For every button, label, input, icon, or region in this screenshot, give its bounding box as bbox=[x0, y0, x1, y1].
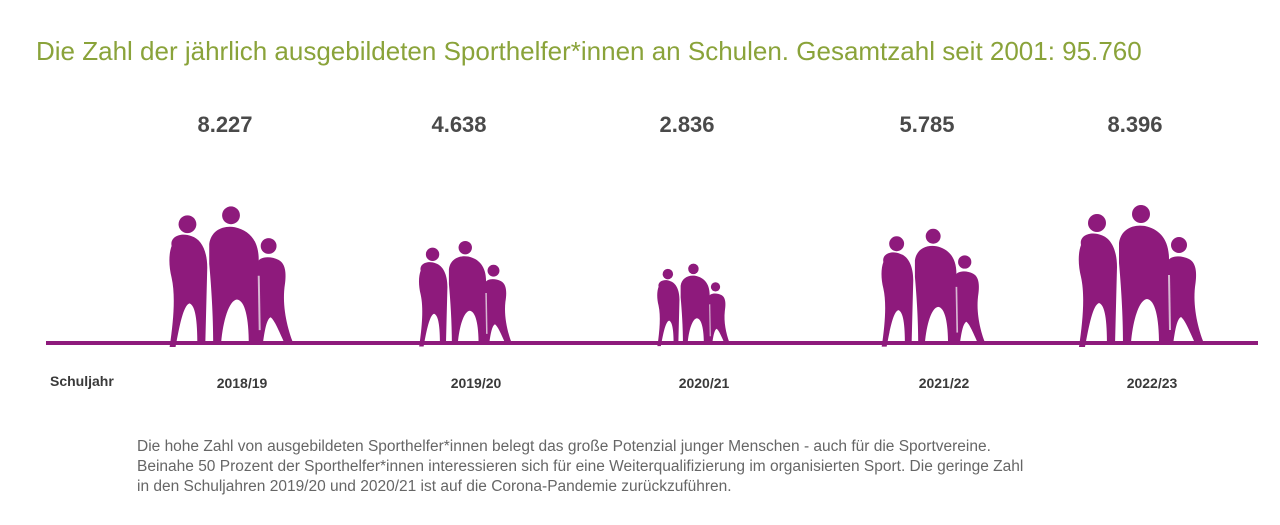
people-figure-mark bbox=[656, 263, 731, 347]
category-label: 2021/22 bbox=[919, 375, 970, 391]
value-label: 5.785 bbox=[899, 112, 954, 137]
footnote-line: in den Schuljahren 2019/20 und 2020/21 i… bbox=[137, 478, 732, 495]
footnote-line: Die hohe Zahl von ausgebildeten Sporthel… bbox=[137, 438, 991, 455]
people-figure-mark bbox=[1077, 204, 1204, 348]
category-label: 2020/21 bbox=[679, 375, 730, 391]
category-label: 2022/23 bbox=[1127, 375, 1178, 391]
value-label: 8.227 bbox=[197, 112, 252, 137]
people-figure-mark bbox=[168, 205, 294, 348]
footnote-line: Beinahe 50 Prozent der Sporthelfer*innen… bbox=[137, 458, 1024, 475]
value-label: 8.396 bbox=[1107, 112, 1162, 137]
category-label: 2019/20 bbox=[451, 375, 502, 391]
value-label: 2.836 bbox=[659, 112, 714, 137]
category-label: 2018/19 bbox=[217, 375, 268, 391]
value-label: 4.638 bbox=[431, 112, 486, 137]
x-axis-label: Schuljahr bbox=[50, 373, 114, 389]
people-figure-mark bbox=[880, 227, 986, 348]
people-figure-mark bbox=[418, 240, 513, 348]
chart-title: Die Zahl der jährlich ausgebildeten Spor… bbox=[36, 36, 1142, 66]
footnote: Die hohe Zahl von ausgebildeten Sporthel… bbox=[137, 437, 1217, 497]
